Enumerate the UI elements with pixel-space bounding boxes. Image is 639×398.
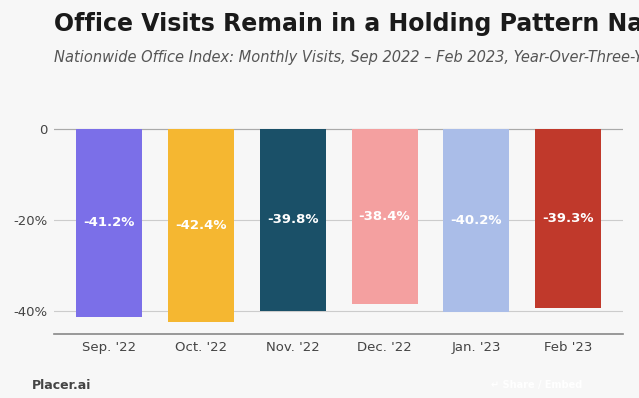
Bar [168,129,234,322]
Text: -41.2%: -41.2% [84,216,135,229]
Bar [443,129,509,312]
Bar [351,129,417,304]
Text: Office Visits Remain in a Holding Pattern Nationwide: Office Visits Remain in a Holding Patter… [54,12,639,36]
Bar [260,129,326,310]
Text: -38.4%: -38.4% [358,210,410,223]
Text: ↵ Share / Embed: ↵ Share / Embed [491,380,582,390]
Text: -39.3%: -39.3% [543,212,594,225]
Text: Placer.ai: Placer.ai [32,379,91,392]
Bar [535,129,601,308]
Text: -40.2%: -40.2% [450,214,502,227]
Text: Nationwide Office Index: Monthly Visits, Sep 2022 – Feb 2023, Year-Over-Three-Ye: Nationwide Office Index: Monthly Visits,… [54,50,639,65]
Text: -39.8%: -39.8% [267,213,319,226]
Bar [76,129,142,317]
Text: -42.4%: -42.4% [175,219,227,232]
